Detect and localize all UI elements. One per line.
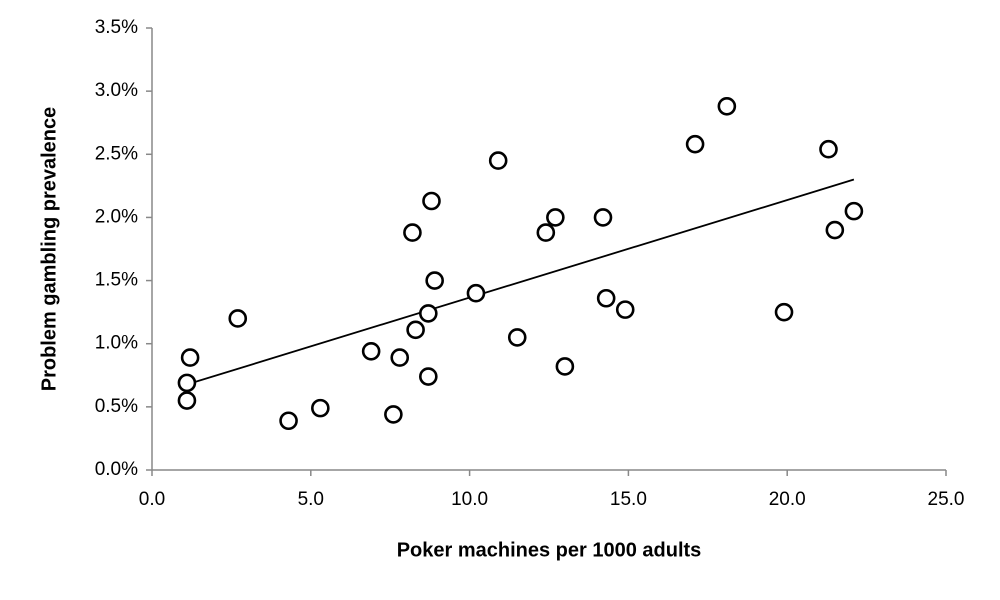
scatter-point bbox=[419, 304, 438, 323]
scatter-point bbox=[425, 271, 444, 290]
scatter-point bbox=[615, 300, 635, 319]
x-tick-label: 5.0 bbox=[298, 489, 324, 510]
y-tick-label: 1.5% bbox=[95, 270, 138, 291]
x-axis-title: Poker machines per 1000 adults bbox=[397, 539, 702, 561]
scatter-point bbox=[228, 309, 248, 328]
scatter-point bbox=[774, 302, 794, 322]
scatter-point bbox=[311, 398, 330, 418]
x-tick-label: 10.0 bbox=[451, 489, 488, 510]
scatter-point bbox=[685, 134, 705, 154]
scatter-point bbox=[466, 283, 486, 303]
scatter-point bbox=[507, 328, 527, 347]
scatter-point bbox=[177, 373, 197, 393]
y-tick-label: 2.5% bbox=[95, 143, 138, 164]
y-tick-label: 2.0% bbox=[95, 206, 138, 227]
scatter-point bbox=[403, 223, 422, 242]
y-tick-label: 3.0% bbox=[95, 80, 138, 101]
x-tick-label: 25.0 bbox=[928, 489, 965, 510]
scatter-point bbox=[844, 201, 864, 221]
scatter-point bbox=[596, 288, 616, 308]
scatter-point bbox=[406, 320, 425, 340]
scatter-point bbox=[488, 151, 508, 170]
x-tick-label: 20.0 bbox=[769, 489, 806, 510]
trendline bbox=[183, 178, 855, 387]
scatter-point bbox=[361, 341, 381, 361]
y-tick-label: 1.0% bbox=[95, 333, 138, 354]
scatter-point bbox=[717, 96, 737, 116]
scatter-point bbox=[593, 208, 613, 227]
y-tick-label: 0.0% bbox=[95, 459, 138, 480]
scatter-point bbox=[390, 348, 410, 367]
scatter-point bbox=[180, 348, 200, 367]
scatter-point bbox=[536, 223, 556, 242]
y-tick-label: 0.5% bbox=[95, 396, 138, 417]
y-tick-label: 3.5% bbox=[95, 17, 138, 38]
scatter-point bbox=[555, 357, 575, 376]
scatter-point bbox=[819, 139, 838, 159]
scatter-point bbox=[546, 208, 565, 227]
scatter-point bbox=[279, 411, 298, 431]
scatter-point bbox=[419, 367, 438, 386]
x-tick-label: 15.0 bbox=[610, 489, 647, 510]
x-tick-label: 0.0 bbox=[139, 489, 165, 510]
scatter-point bbox=[422, 191, 441, 211]
scatter-point bbox=[384, 405, 403, 424]
scatter-point bbox=[177, 391, 197, 410]
y-axis-title: Problem gambling prevalence bbox=[38, 107, 60, 392]
scatter-point bbox=[825, 220, 845, 240]
